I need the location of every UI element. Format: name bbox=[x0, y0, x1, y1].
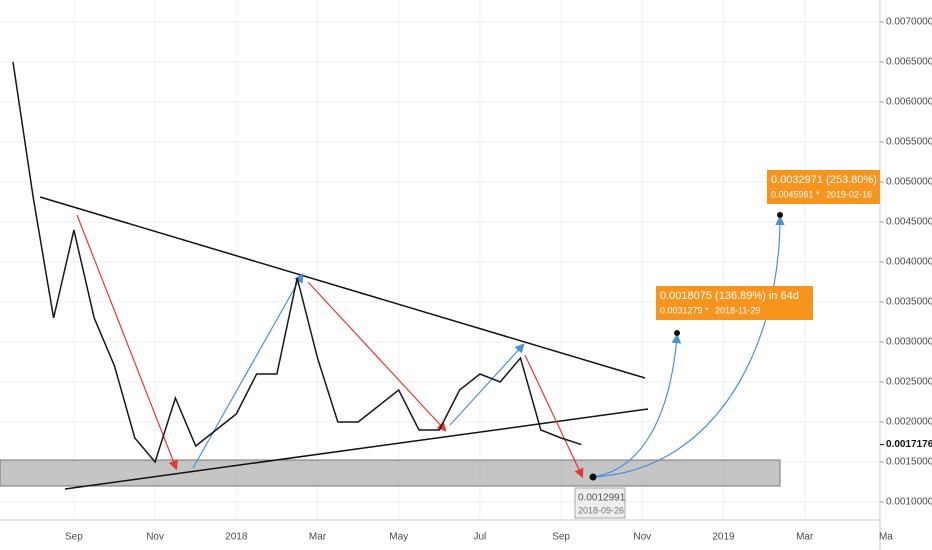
y-tick-label: 0.0020000 bbox=[886, 417, 932, 428]
annotation-box bbox=[656, 286, 813, 320]
trend-line bbox=[64, 408, 649, 490]
x-tick-label: May bbox=[389, 532, 408, 543]
y-tick-label: 0.0055000 bbox=[886, 137, 932, 148]
x-tick-label: Mar bbox=[309, 532, 327, 543]
annotation-price: 0.0045961 bbox=[771, 189, 814, 199]
x-tick-label: Sep bbox=[65, 532, 83, 543]
y-tick-label: 0.0035000 bbox=[886, 297, 932, 308]
x-tick-label: 2019 bbox=[712, 532, 735, 543]
annotation-separator: * bbox=[816, 189, 820, 199]
x-tick-label: Nov bbox=[633, 532, 651, 543]
y-tick-label: 0.0015000 bbox=[886, 457, 932, 468]
y-tick-label: 0.0060000 bbox=[886, 97, 932, 108]
y-tick-label: 0.0040000 bbox=[886, 257, 932, 268]
up-arrows bbox=[192, 215, 785, 478]
y-tick-label: 0.0045000 bbox=[886, 217, 932, 228]
y-tick-label: 0.0065000 bbox=[886, 57, 932, 68]
down-arrows bbox=[76, 214, 584, 479]
price-line bbox=[12, 61, 582, 464]
y-tick-label: 0.0025000 bbox=[886, 377, 932, 388]
y-tick-label: 0.0010000 bbox=[886, 497, 932, 508]
projection-point bbox=[589, 473, 597, 481]
annotation-separator: * bbox=[705, 305, 709, 315]
x-tick-label: Jul bbox=[474, 532, 487, 543]
annotation-date: 2018-09-26 bbox=[578, 505, 624, 515]
x-tick-label: Ma bbox=[879, 532, 893, 543]
y-tick-label: 0.0070000 bbox=[886, 17, 932, 28]
x-tick-label: Mar bbox=[796, 532, 814, 543]
annotation-box bbox=[574, 487, 626, 519]
annotation-date: 2018-11-29 bbox=[715, 305, 760, 315]
projection-point bbox=[674, 330, 680, 336]
annotation-date: 2019-02-16 bbox=[826, 189, 872, 199]
grid bbox=[0, 0, 887, 520]
x-tick-label: 2018 bbox=[225, 532, 248, 543]
projection-point bbox=[777, 212, 783, 218]
last-price-label: 0.0017176 bbox=[886, 439, 932, 450]
annotation-box bbox=[767, 170, 880, 204]
annotation-title: 0.0018075 (136.89%) in 64d bbox=[660, 290, 799, 302]
annotation-title: 0.0032971 (253.80%) bbox=[771, 174, 877, 186]
x-tick-label: Sep bbox=[552, 532, 570, 543]
trend-line bbox=[39, 196, 646, 379]
annotation-title: 0.0012991 bbox=[578, 493, 626, 504]
y-tick-label: 0.0030000 bbox=[886, 337, 932, 348]
x-tick-label: Nov bbox=[146, 532, 164, 543]
y-tick-label: 0.0050000 bbox=[886, 177, 932, 188]
annotation-price: 0.0031279 bbox=[660, 305, 703, 315]
